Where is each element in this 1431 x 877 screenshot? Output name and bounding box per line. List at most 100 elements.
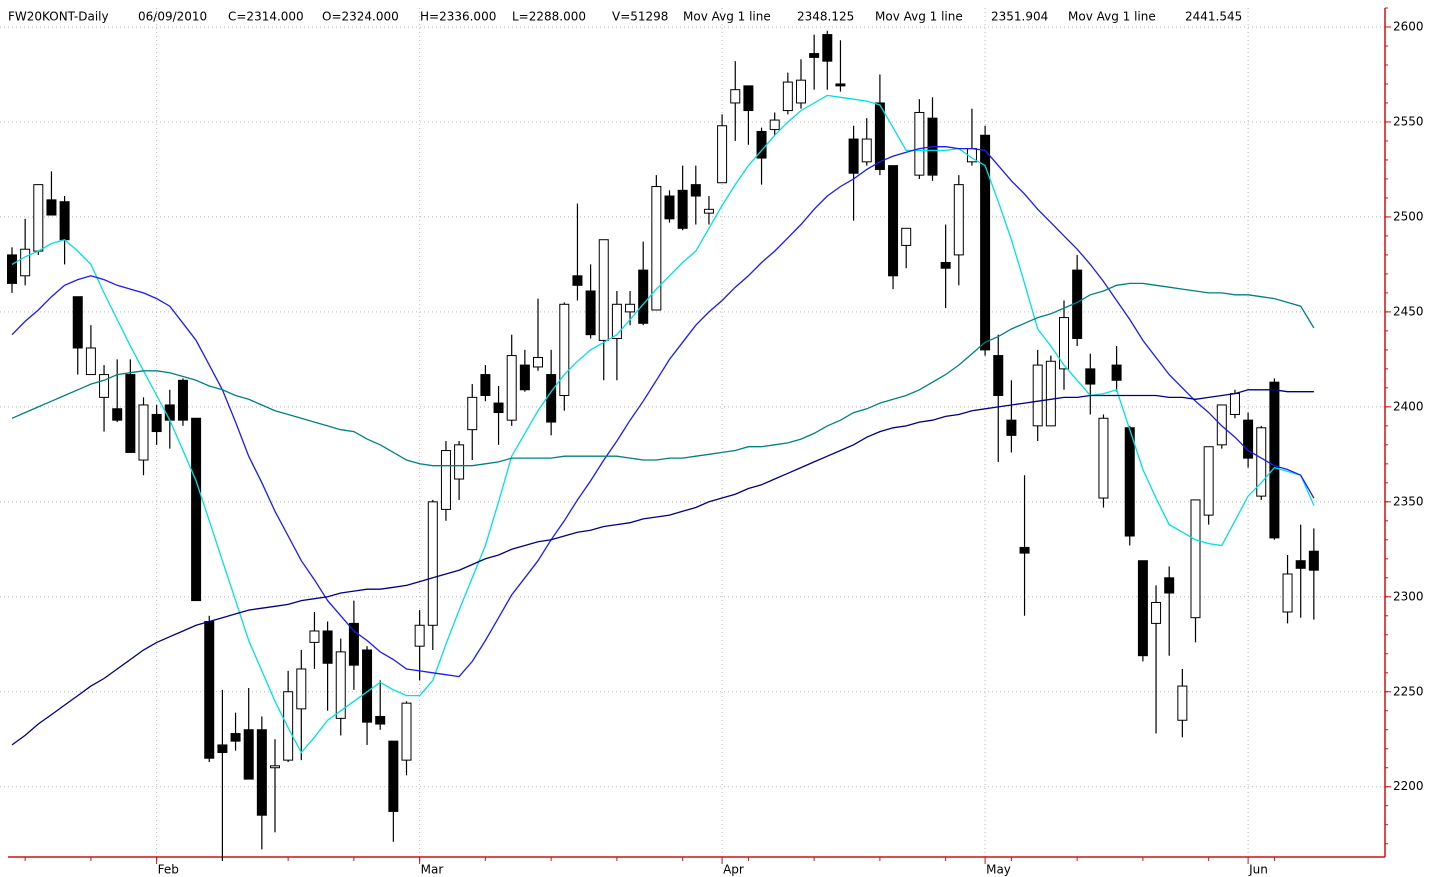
candle-body: [1032, 364, 1043, 427]
candle-body: [717, 125, 728, 184]
candle-body: [454, 444, 465, 480]
x-tick-label: May: [986, 863, 1011, 877]
y-tick-label: 2450: [1393, 304, 1424, 318]
candle-body: [993, 355, 1004, 396]
moving-average-line: [11, 94, 1315, 754]
candle-body: [467, 396, 478, 431]
candle-body: [651, 186, 662, 311]
candle-body: [1045, 360, 1056, 427]
candle-body: [572, 275, 583, 286]
candle-body: [533, 356, 543, 368]
candle-body: [427, 501, 438, 626]
y-tick-label: 2550: [1393, 114, 1424, 128]
candle-body: [59, 201, 70, 241]
quote-value: H=2336.000: [420, 10, 496, 24]
candle-body: [743, 85, 754, 112]
candle-body: [1256, 427, 1267, 497]
candle-body: [664, 195, 675, 220]
candle-body: [874, 102, 885, 170]
candle-body: [822, 34, 833, 62]
moving-average-line: [11, 389, 1314, 746]
candle-body: [914, 111, 925, 176]
candle-body: [362, 649, 373, 723]
candle-body: [335, 651, 346, 719]
moving-average-line: [11, 282, 1315, 467]
candle-body: [690, 184, 701, 197]
candle-body: [1308, 550, 1319, 571]
candle-body: [888, 165, 899, 277]
candle-body: [598, 239, 609, 341]
y-tick-label: 2300: [1393, 589, 1424, 603]
moving-average-line: [11, 146, 1315, 678]
legend-value: 2348.125: [797, 10, 854, 24]
candle-body: [217, 744, 228, 754]
candle-body: [243, 729, 254, 780]
candle-body: [33, 184, 44, 252]
candle-body: [1059, 317, 1069, 370]
chart-title: FW20KONT-Daily: [8, 10, 109, 24]
quote-value: V=51298: [612, 10, 668, 24]
y-tick-label: 2400: [1393, 399, 1424, 413]
candle-body: [480, 374, 491, 396]
y-tick-label: 2200: [1393, 779, 1424, 793]
candle-body: [1164, 577, 1175, 594]
legend-value: 2441.545: [1185, 10, 1242, 24]
candle-body: [283, 691, 294, 761]
quote-value: O=2324.000: [322, 10, 399, 24]
candle-body: [940, 262, 951, 269]
x-tick-label: Feb: [158, 863, 179, 877]
candle-body: [506, 355, 517, 421]
candle-body: [980, 134, 991, 351]
candle-body: [1282, 573, 1293, 613]
quote-value: L=2288.000: [512, 10, 586, 24]
candle-body: [296, 668, 307, 710]
candle-body: [809, 53, 820, 58]
candle-body: [796, 79, 806, 104]
candle-body: [20, 248, 31, 277]
candle-body: [1243, 419, 1254, 459]
candle-body: [440, 450, 451, 510]
x-tick-label: Jun: [1248, 863, 1268, 877]
candle-body: [1229, 393, 1240, 415]
candle-body: [835, 83, 846, 87]
candle-body: [1085, 368, 1096, 385]
candle-body: [414, 624, 425, 647]
candle-body: [309, 630, 320, 643]
candle-body: [493, 402, 504, 414]
candle-body: [401, 702, 412, 761]
x-tick-label: Apr: [723, 863, 744, 877]
candle-body: [1177, 685, 1188, 721]
candle-body: [138, 404, 149, 461]
candle-body: [256, 729, 267, 816]
candle-body: [953, 184, 964, 256]
candle-body: [559, 303, 570, 396]
candle-body: [625, 303, 636, 313]
candle-body: [769, 119, 780, 131]
candle-body: [125, 374, 136, 453]
candle-body: [1019, 546, 1030, 554]
candle-body: [270, 765, 280, 769]
candle-body: [1190, 499, 1201, 619]
candle-body: [72, 296, 83, 349]
y-tick-label: 2350: [1393, 494, 1424, 508]
candle-body: [1295, 560, 1306, 569]
candle-body: [611, 303, 622, 339]
quote-value: C=2314.000: [228, 10, 304, 24]
candle-body: [1098, 417, 1109, 499]
candle-body: [703, 208, 714, 214]
x-tick-label: Mar: [421, 863, 444, 877]
candle-body: [901, 227, 912, 246]
candle-body: [1111, 364, 1122, 381]
chart-date: 06/09/2010: [138, 10, 207, 24]
candle-body: [1006, 419, 1017, 436]
legend-label: Mov Avg 1 line: [1068, 10, 1156, 24]
candle-body: [1124, 427, 1135, 537]
candle-body: [861, 138, 872, 163]
y-tick-label: 2500: [1393, 209, 1424, 223]
candle-body: [730, 89, 741, 104]
candle-body: [85, 347, 96, 376]
legend-label: Mov Avg 1 line: [875, 10, 963, 24]
candle-body: [388, 740, 399, 812]
candle-body: [204, 620, 215, 759]
